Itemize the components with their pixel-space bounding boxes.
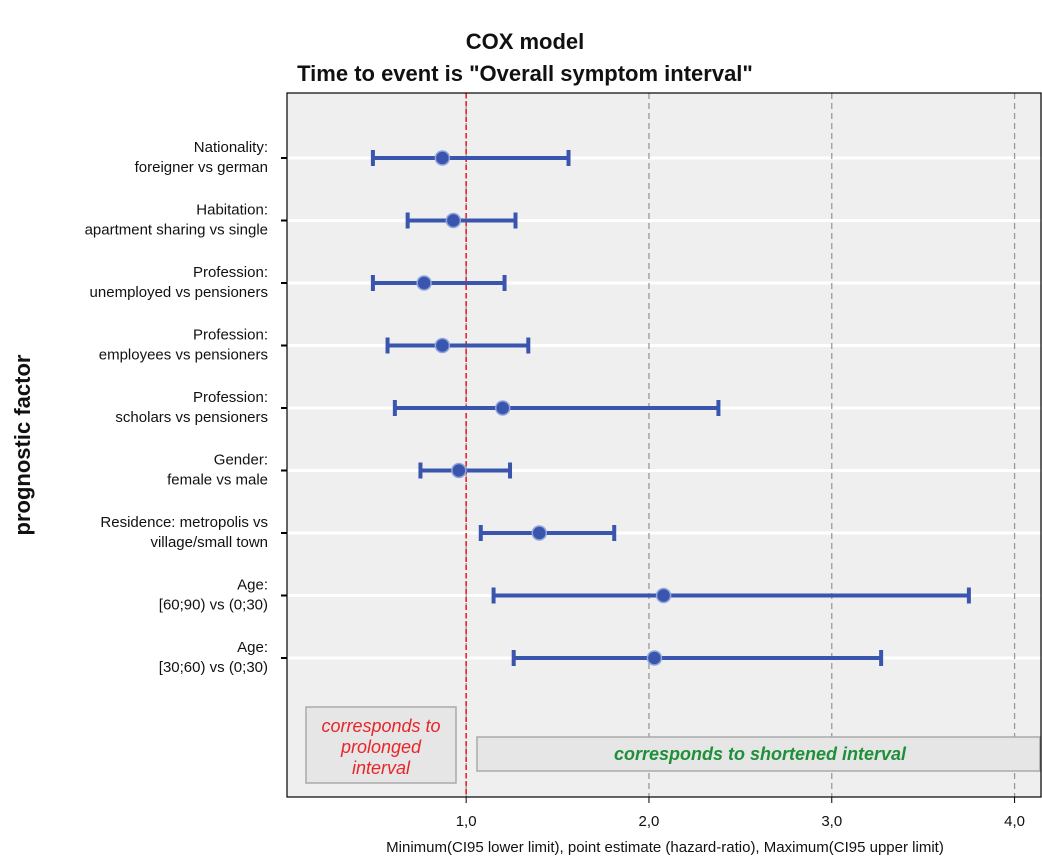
y-tick-label: Gender: [214,451,268,468]
chart-subtitle: Time to event is "Overall symptom interv… [297,61,753,86]
annotation-text: interval [352,758,411,778]
chart-title: COX model [466,29,585,54]
annotation-text: prolonged [340,737,422,757]
x-tick-label: 2,0 [639,813,660,830]
y-tick-label: [30;60) vs (0;30) [159,659,268,676]
annotation-text: corresponds to [321,716,440,736]
point-estimate [451,462,467,479]
y-tick-label: Profession: [193,389,268,406]
plot-border [286,92,1042,798]
annotation-box [305,706,457,784]
point-estimate [494,400,511,416]
y-tick-label: scholars vs pensioners [115,409,268,426]
y-tick-label: Age: [237,576,268,593]
point-estimate [646,650,663,666]
point-estimate [416,275,432,291]
y-tick-label: Profession: [193,326,268,343]
x-tick-label: 3,0 [821,813,842,830]
y-tick-label: employees vs pensioners [99,346,268,363]
y-tick-label: [60;90) vs (0;30) [159,596,268,613]
y-tick-label: female vs male [167,471,268,488]
annotation-text: corresponds to shortened interval [614,744,907,764]
y-tick-label: Nationality: [194,139,268,156]
y-tick-label: unemployed vs pensioners [90,284,268,301]
y-tick-label: Habitation: [196,201,268,218]
y-tick-label: Residence: metropolis vs [100,514,268,531]
annotation-box [476,736,1041,772]
point-estimate [531,525,548,541]
x-tick-label: 4,0 [1004,813,1025,830]
y-tick-label: foreigner vs german [135,159,268,176]
y-tick-label: village/small town [150,534,268,551]
point-estimate [434,337,451,354]
y-tick-label: Age: [237,639,268,656]
point-estimate [655,587,672,604]
x-axis-label: Minimum(CI95 lower limit), point estimat… [386,839,944,856]
point-estimate [434,150,451,166]
point-estimate [445,212,462,229]
x-tick-label: 1,0 [456,813,477,830]
y-tick-label: Profession: [193,264,268,281]
y-tick-label: apartment sharing vs single [85,221,268,238]
plot-area [287,93,1042,797]
y-axis-label: prognostic factor [10,354,35,535]
